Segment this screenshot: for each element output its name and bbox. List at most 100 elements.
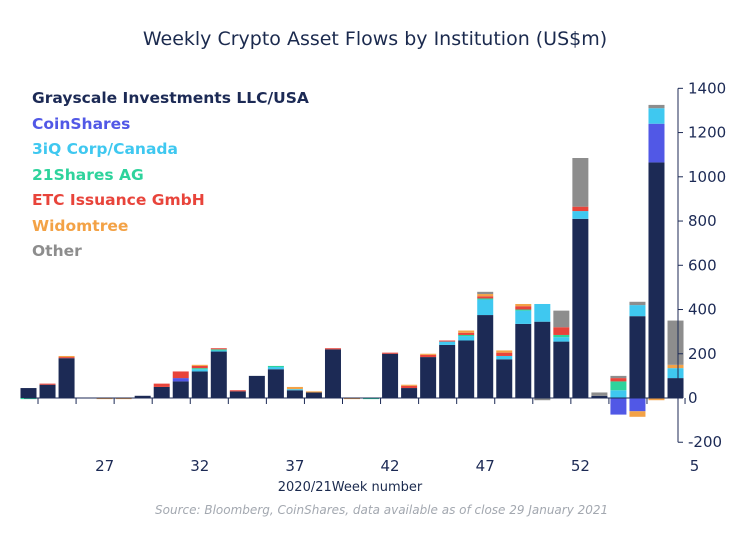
bar-segment (382, 352, 399, 354)
bar-segment (515, 309, 532, 311)
bar-segment (648, 123, 665, 163)
bar-segment (667, 364, 684, 369)
bar-segment (477, 298, 494, 300)
bar-segment (191, 369, 208, 372)
bar-segment (172, 378, 189, 382)
bar-segment (134, 395, 151, 398)
bar-segment (267, 365, 284, 368)
legend-item: Other (32, 242, 82, 260)
legend-item: Grayscale Investments LLC/USA (32, 89, 309, 107)
bar-segment (229, 390, 246, 392)
bar-segment (648, 398, 665, 401)
bar-segment (229, 391, 246, 398)
bar-segment (477, 299, 494, 316)
x-tick-label: 27 (95, 457, 114, 475)
bar-segment (420, 354, 437, 358)
y-tick-label: 1200 (688, 124, 726, 142)
bar-segment (172, 371, 189, 379)
x-tick-label: 32 (190, 457, 209, 475)
bar-segment (477, 294, 494, 297)
bar-segment (553, 334, 570, 338)
legend-item: 3iQ Corp/Canada (32, 140, 178, 158)
bar-segment (344, 398, 361, 400)
x-tick-label: 47 (476, 457, 495, 475)
bar-segment (210, 348, 227, 350)
bar-segment (572, 158, 589, 207)
bar-segment (153, 386, 170, 398)
bar-segment (96, 398, 113, 400)
bar-segment (267, 367, 284, 370)
bar-segment (153, 383, 170, 387)
bar-segment (305, 392, 322, 398)
bar-segment (458, 330, 475, 333)
chart-title: Weekly Crypto Asset Flows by Institution… (142, 28, 608, 50)
bar-segment (401, 385, 418, 389)
bar-segment (496, 350, 513, 353)
bar-segment (420, 357, 437, 398)
bar-segment (439, 340, 456, 342)
bar-segment (667, 378, 684, 398)
bar-segment (629, 411, 646, 417)
bar-segment (305, 391, 322, 393)
bar-segment (115, 398, 132, 400)
bar-segment (629, 301, 646, 306)
bar-segment (534, 303, 551, 322)
bar-segment (382, 353, 399, 398)
bar-segment (58, 358, 75, 398)
bar-segment (477, 291, 494, 295)
bar-segment (172, 381, 189, 398)
legend-item: 21Shares AG (32, 165, 144, 184)
x-axis-label: 2020/21Week number (277, 480, 423, 495)
y-tick-label: 800 (688, 212, 717, 230)
bar-segment (58, 355, 75, 358)
bar-segment (458, 340, 475, 398)
bar-segment (534, 321, 551, 398)
bar-segment (553, 310, 570, 328)
bar-segment (458, 336, 475, 341)
bar-segment (439, 344, 456, 398)
bar-segment (20, 398, 37, 400)
bar-segment (553, 337, 570, 342)
bar-segment (648, 104, 665, 109)
bar-segment (401, 388, 418, 398)
y-tick-label: 400 (688, 301, 717, 319)
bar-segment (610, 398, 627, 415)
legend-item: Widomtree (32, 216, 129, 235)
bar-segment (401, 384, 418, 386)
bar-segment (629, 398, 646, 412)
bar-segment (629, 305, 646, 317)
bar-segment (363, 398, 380, 400)
bar-segment (496, 355, 513, 360)
bar-segment (286, 390, 303, 398)
bar-segment (610, 381, 627, 391)
y-tick-label: 600 (688, 256, 717, 274)
bar-segment (610, 378, 627, 382)
bar-segment (267, 369, 284, 398)
x-tick-label: 5 (690, 457, 700, 475)
y-tick-label: 1400 (688, 79, 726, 97)
y-tick-label: 200 (688, 345, 717, 363)
bar-segment (648, 108, 665, 124)
bar-segment (191, 364, 208, 366)
bar-segment (39, 383, 56, 385)
bar-segment (458, 334, 475, 337)
bar-segment (439, 341, 456, 345)
bar-segment (591, 395, 608, 398)
legend-item: ETC Issuance GmbH (32, 191, 205, 209)
bar-segment (420, 353, 437, 355)
bar-segment (39, 384, 56, 398)
bar-segment (515, 323, 532, 398)
bar-segment (20, 388, 37, 398)
bar-segment (667, 368, 684, 379)
bar-segment (477, 296, 494, 299)
bar-segment (191, 368, 208, 370)
bar-segment (515, 310, 532, 324)
bar-segment (534, 398, 551, 401)
source-note: Source: Bloomberg, CoinShares, data avai… (155, 503, 609, 517)
bar-segment (191, 365, 208, 369)
bar-segment (553, 327, 570, 335)
y-tick-label: 1000 (688, 168, 726, 186)
bar-segment (210, 350, 227, 352)
bar-segment (610, 375, 627, 379)
bar-segment (458, 332, 475, 335)
